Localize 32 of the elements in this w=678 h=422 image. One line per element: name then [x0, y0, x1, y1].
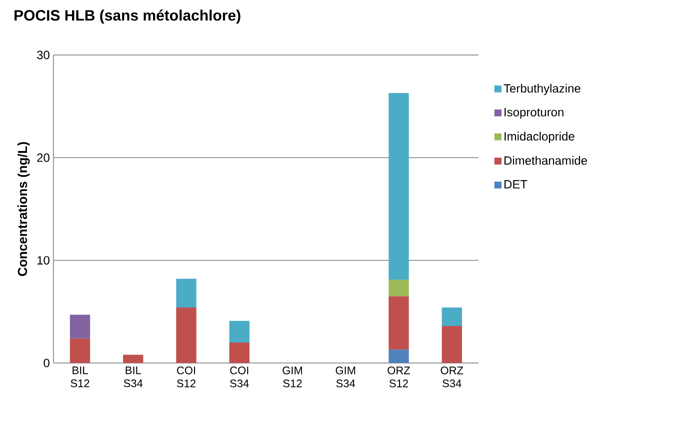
bar [123, 354, 144, 363]
y-tick-label: 10 [37, 256, 50, 265]
legend-label: Isoproturon [504, 108, 564, 119]
y-tick-label: 30 [37, 50, 50, 60]
bar [229, 320, 250, 342]
x-tick-label: BIL S34 [124, 366, 143, 388]
x-tick-label: ORZ S12 [388, 366, 410, 388]
x-tick-label: GIM S12 [282, 366, 302, 388]
y-tick-label: 0 [44, 358, 50, 368]
y-tick-label: 20 [37, 153, 50, 162]
bar [70, 338, 90, 363]
chart-title: POCIS HLB (sans métolachlore) [14, 10, 240, 24]
bar [388, 92, 409, 280]
bar [388, 350, 409, 363]
legend-label: DET [504, 180, 528, 188]
bar [176, 308, 196, 363]
bar [442, 308, 462, 326]
bar [229, 342, 250, 363]
legend-label: Dimethanamide [504, 156, 587, 165]
legend-label: Imidaclopride [504, 132, 574, 143]
x-tick-label: GIM S34 [336, 366, 356, 388]
x-tick-label: COI S34 [230, 366, 249, 388]
bar [176, 278, 196, 308]
bar [388, 296, 409, 350]
bar [388, 280, 409, 296]
bar [442, 326, 462, 363]
x-tick-label: BIL S12 [70, 366, 90, 388]
x-tick-label: COI S12 [176, 366, 196, 388]
legend-label: Terbuthylazine [504, 84, 580, 96]
bar [70, 314, 90, 338]
x-tick-label: ORZ S34 [440, 366, 464, 388]
y-axis-title: Concentrations (ng/L) [18, 142, 30, 276]
